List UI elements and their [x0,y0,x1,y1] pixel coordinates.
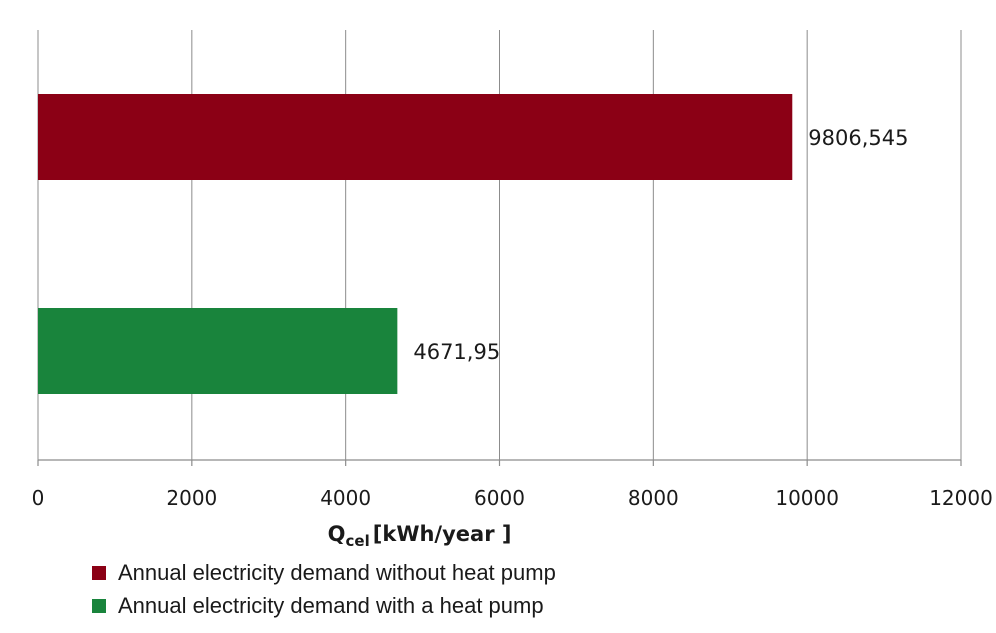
legend-label-1: Annual electricity demand without heat p… [118,560,556,585]
bar-1 [38,94,793,180]
data-labels: 9806,545 4671,95 [413,126,908,364]
x-tick-label-12000: 12000 [929,486,993,510]
x-tick-label-6000: 6000 [474,486,525,510]
x-tick-label-10000: 10000 [775,486,839,510]
bar-2 [38,308,398,394]
legend-label-2: Annual electricity demand with a heat pu… [118,593,544,618]
data-label-1: 9806,545 [808,126,908,150]
x-tick-label-8000: 8000 [628,486,679,510]
x-tick-label-4000: 4000 [320,486,371,510]
legend-swatch-1 [92,566,106,580]
data-label-2: 4671,95 [413,340,500,364]
x-axis-title: Qcel [kWh/year ] [328,522,512,550]
bars [38,94,793,394]
legend: Annual electricity demand without heat p… [92,560,556,618]
x-tick-label-0: 0 [32,486,45,510]
x-tick-label-2000: 2000 [166,486,217,510]
legend-swatch-2 [92,599,106,613]
x-axis: 0 2000 4000 6000 8000 10000 12000 [32,459,993,510]
